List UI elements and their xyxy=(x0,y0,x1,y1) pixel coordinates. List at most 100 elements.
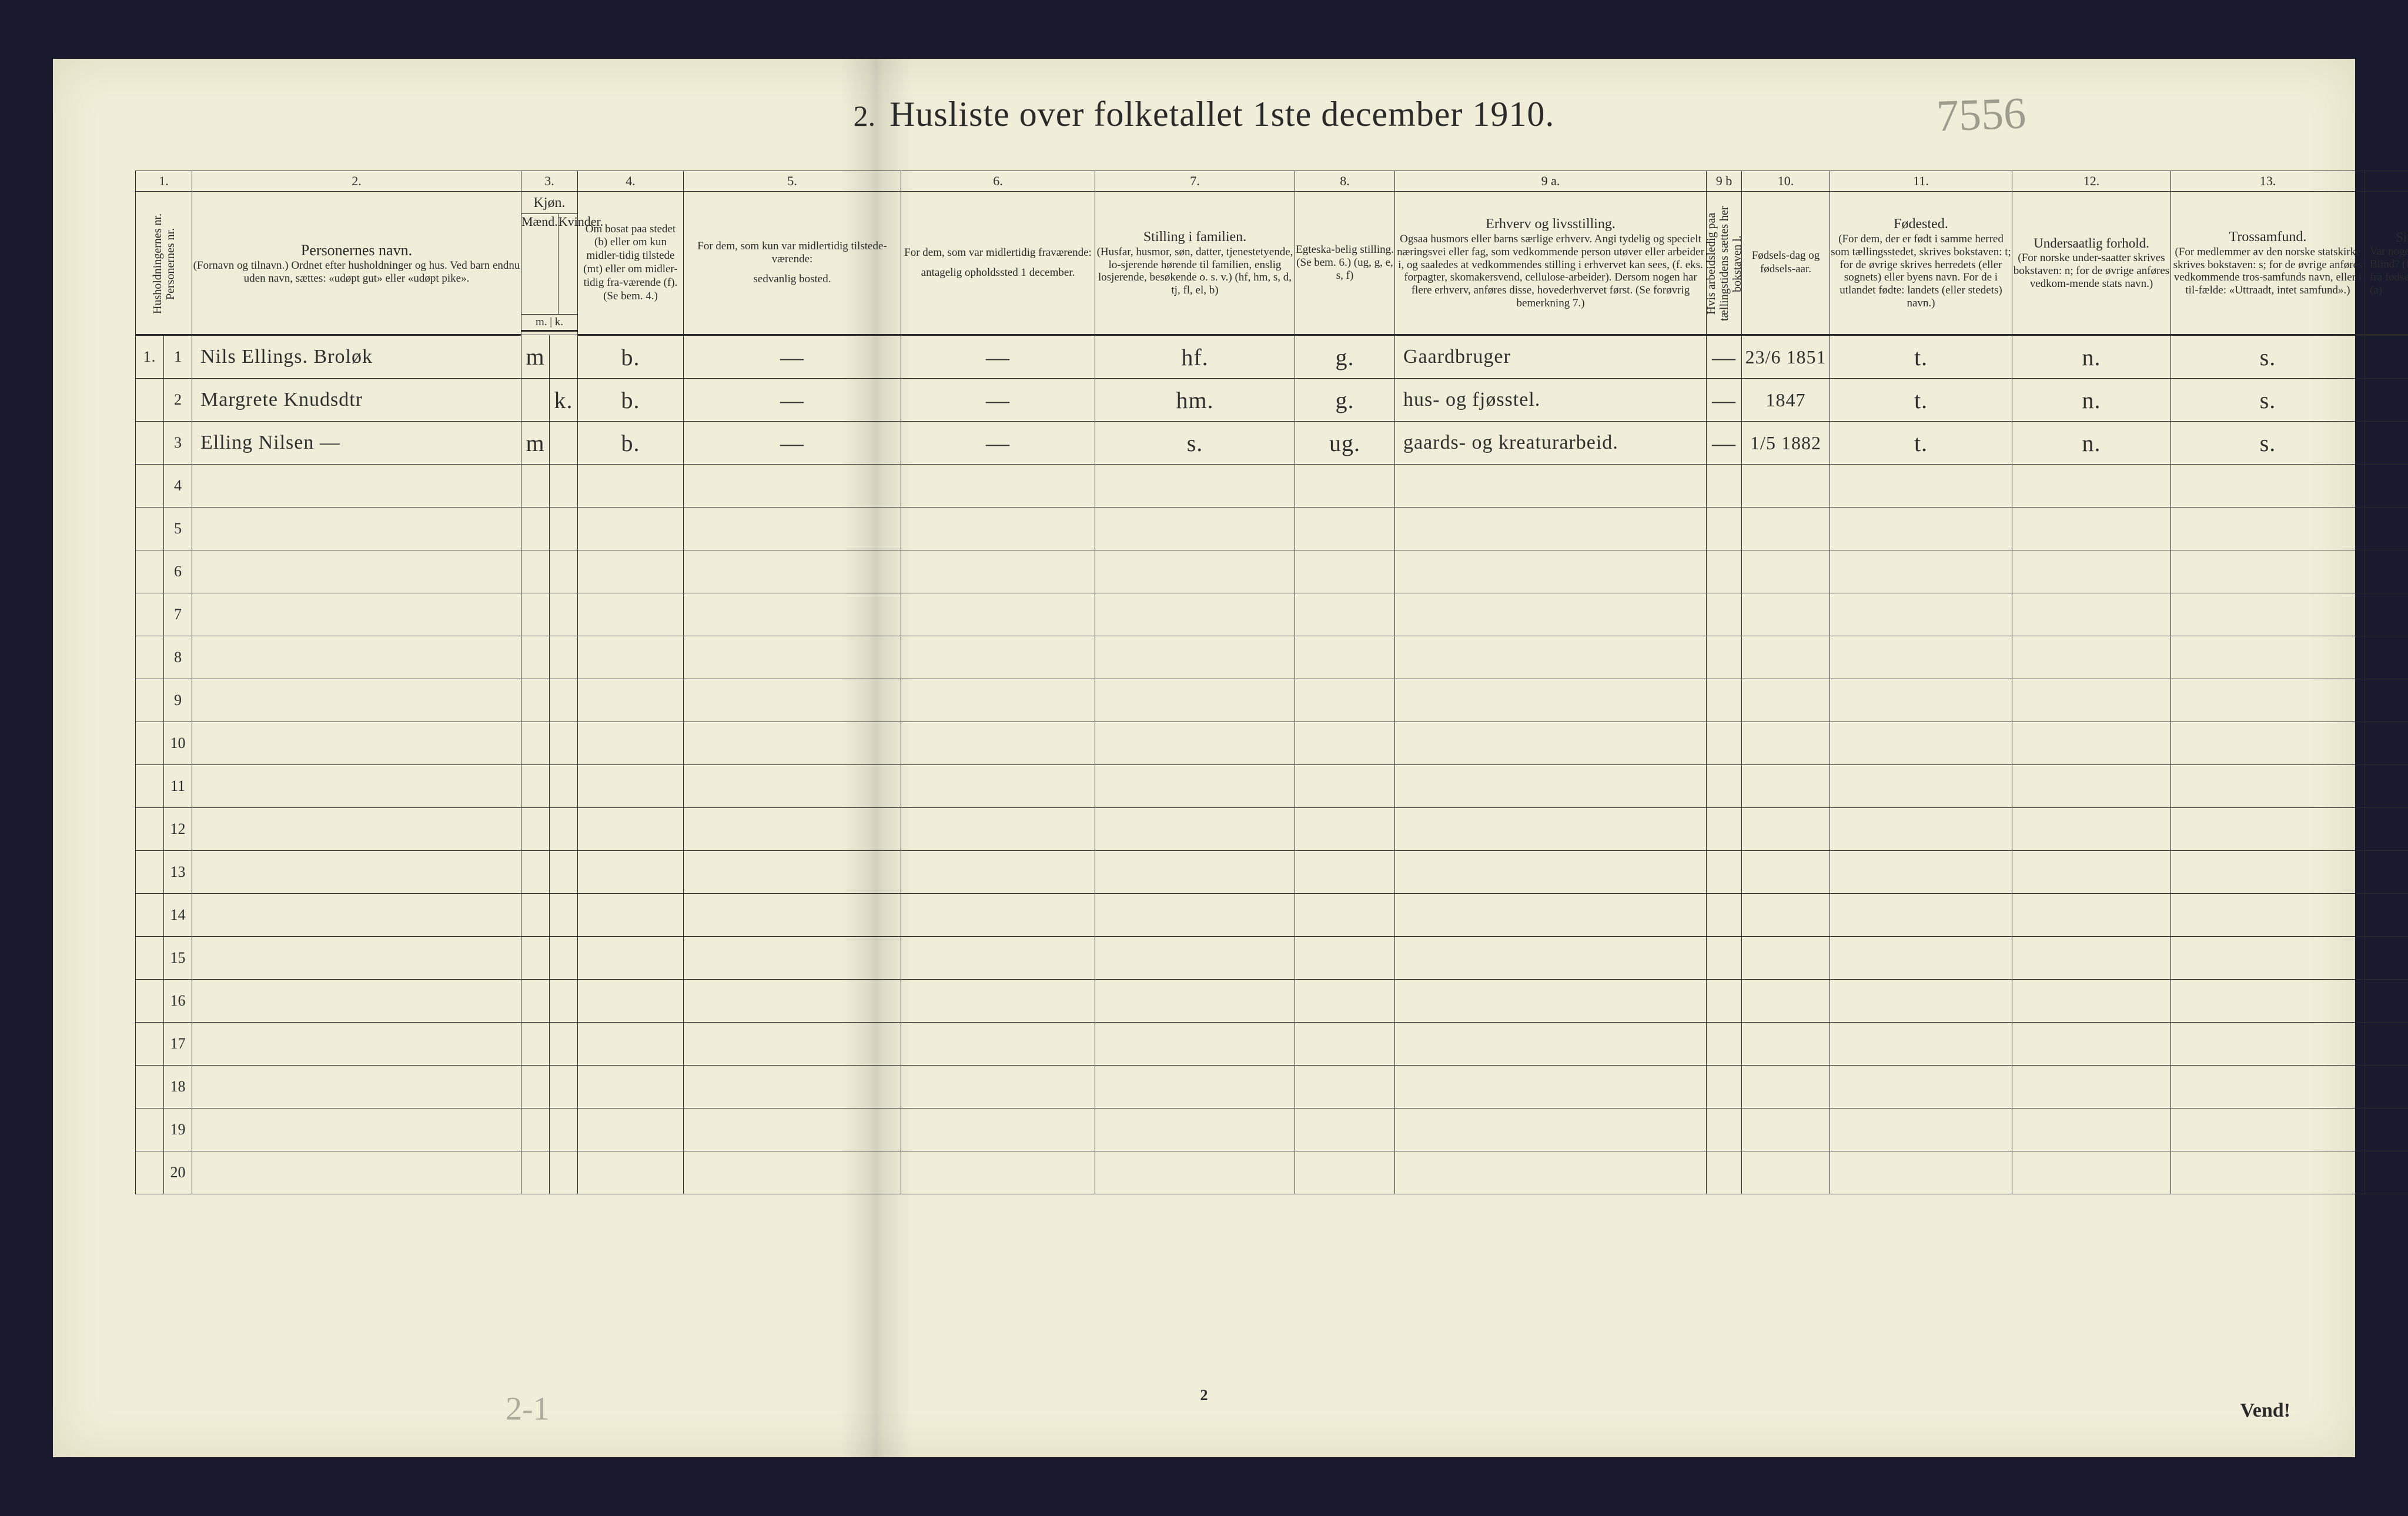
cell xyxy=(1830,550,2012,593)
header-c11: Fødested. (For dem, der er født i samme … xyxy=(1830,192,2012,335)
cell xyxy=(1095,593,1295,636)
cell xyxy=(521,851,550,894)
cell xyxy=(521,1023,550,1066)
header-c3: Kjøn. Mænd. Kvinder. m. | k. xyxy=(521,192,578,335)
cell-name: Margrete Knudsdtr xyxy=(192,379,521,422)
cell xyxy=(578,465,684,507)
cell xyxy=(1095,808,1295,851)
cell xyxy=(578,894,684,937)
cell xyxy=(578,1151,684,1194)
cell xyxy=(1295,679,1395,722)
colnum: 7. xyxy=(1095,171,1295,192)
cell-pn: 4 xyxy=(164,465,192,507)
cell xyxy=(2012,1023,2171,1066)
cell xyxy=(578,507,684,550)
cell xyxy=(2012,980,2171,1023)
cell xyxy=(550,507,578,550)
cell-hh xyxy=(136,937,164,980)
cell xyxy=(521,1066,550,1108)
cell xyxy=(521,465,550,507)
cell xyxy=(901,1151,1095,1194)
cell xyxy=(1830,765,2012,808)
cell-pn: 19 xyxy=(164,1108,192,1151)
table-row: 20 xyxy=(136,1151,2408,1194)
cell xyxy=(2012,1108,2171,1151)
cell xyxy=(550,1023,578,1066)
cell-hh xyxy=(136,722,164,765)
cell xyxy=(1707,550,1742,593)
cell xyxy=(192,851,521,894)
cell-erhverv: hus- og fjøsstel. xyxy=(1395,379,1707,422)
cell xyxy=(901,636,1095,679)
cell-hh xyxy=(136,1023,164,1066)
data-body: 1.1Nils Ellings. Broløkmb.——hf.g.Gaardbr… xyxy=(136,335,2408,1194)
cell xyxy=(2012,1066,2171,1108)
cell xyxy=(2012,937,2171,980)
cell xyxy=(550,980,578,1023)
cell xyxy=(2171,1023,2365,1066)
cell xyxy=(192,937,521,980)
cell xyxy=(2012,851,2171,894)
cell xyxy=(901,894,1095,937)
cell-pn: 13 xyxy=(164,851,192,894)
cell-sex-m xyxy=(521,379,550,422)
cell xyxy=(684,808,901,851)
cell xyxy=(684,722,901,765)
cell xyxy=(1742,980,1830,1023)
cell-hh xyxy=(136,507,164,550)
table-row: 5 xyxy=(136,507,2408,550)
cell xyxy=(2171,507,2365,550)
cell xyxy=(1707,808,1742,851)
cell xyxy=(1742,550,1830,593)
cell-pn: 11 xyxy=(164,765,192,808)
header-c14: Sindssvak, døv eller blind. Var nogen av… xyxy=(2365,192,2408,335)
cell xyxy=(550,1151,578,1194)
cell xyxy=(192,550,521,593)
cell-9b: — xyxy=(1707,379,1742,422)
table-row: 1.1Nils Ellings. Broløkmb.——hf.g.Gaardbr… xyxy=(136,335,2408,379)
cell xyxy=(901,765,1095,808)
cell-c14: — xyxy=(2365,422,2408,465)
cell xyxy=(1295,593,1395,636)
cell xyxy=(2365,808,2408,851)
cell xyxy=(521,937,550,980)
cell xyxy=(1095,1066,1295,1108)
cell xyxy=(578,1108,684,1151)
header-c9b: Hvis arbeidsledig paa tællingstidens sæt… xyxy=(1707,192,1742,335)
cell-erhverv: Gaardbruger xyxy=(1395,335,1707,379)
cell xyxy=(2012,507,2171,550)
cell xyxy=(2012,679,2171,722)
cell xyxy=(1295,1108,1395,1151)
cell xyxy=(1295,765,1395,808)
cell xyxy=(1095,851,1295,894)
table-row: 16 xyxy=(136,980,2408,1023)
cell xyxy=(1707,636,1742,679)
turn-over-label: Vend! xyxy=(2240,1400,2290,1422)
table-row: 11 xyxy=(136,765,2408,808)
header-row: Husholdningernes nr. Personernes nr. Per… xyxy=(136,192,2408,335)
cell xyxy=(578,593,684,636)
cell xyxy=(192,465,521,507)
cell-pn: 7 xyxy=(164,593,192,636)
cell xyxy=(1742,593,1830,636)
cell xyxy=(550,894,578,937)
cell xyxy=(2365,980,2408,1023)
cell-hh xyxy=(136,550,164,593)
pencil-annotation-top: 7556 xyxy=(1936,88,2027,142)
cell-name: Nils Ellings. Broløk xyxy=(192,335,521,379)
cell xyxy=(684,550,901,593)
cell xyxy=(2171,1066,2365,1108)
cell xyxy=(1707,894,1742,937)
cell xyxy=(578,679,684,722)
cell xyxy=(1707,507,1742,550)
cell xyxy=(1295,937,1395,980)
cell xyxy=(901,550,1095,593)
cell xyxy=(550,1108,578,1151)
cell-bosat: b. xyxy=(578,335,684,379)
cell-fodested: t. xyxy=(1830,379,2012,422)
cell xyxy=(1830,1066,2012,1108)
colnum: 4. xyxy=(578,171,684,192)
cell xyxy=(521,980,550,1023)
cell xyxy=(901,465,1095,507)
cell xyxy=(901,593,1095,636)
